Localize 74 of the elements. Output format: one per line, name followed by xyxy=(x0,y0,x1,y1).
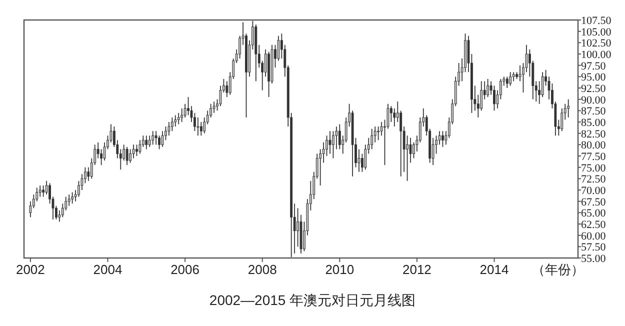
candlestick xyxy=(129,148,132,164)
candlestick xyxy=(332,130,334,159)
y-tick-label: 100.00 xyxy=(581,49,612,61)
x-tick-label: 2006 xyxy=(170,262,200,277)
x-tick-label: 2012 xyxy=(402,262,432,277)
y-tick-label: 102.50 xyxy=(581,38,612,50)
candlestick xyxy=(509,72,512,86)
x-tick-label: 2002 xyxy=(16,262,45,277)
y-tick-label: 60.00 xyxy=(581,230,606,242)
candlestick xyxy=(126,146,128,166)
candlestick xyxy=(152,130,154,146)
y-tick-label: 107.50 xyxy=(581,15,612,27)
candlestick xyxy=(512,72,515,82)
candlestick xyxy=(170,117,174,132)
candlestick xyxy=(338,124,341,150)
candlestick xyxy=(377,126,380,141)
y-tick-label: 77.50 xyxy=(581,151,606,163)
y-tick-label: 75.00 xyxy=(581,162,606,174)
y-tick-label: 55.00 xyxy=(581,253,606,265)
y-tick-label: 57.50 xyxy=(581,242,606,254)
candlestick xyxy=(358,148,360,172)
text: 2002—2015 年澳元对日元月线图 xyxy=(209,292,416,308)
candlestick xyxy=(486,78,490,98)
y-tick-label: 87.50 xyxy=(581,106,606,118)
candlestick xyxy=(328,130,332,154)
candlestick xyxy=(567,98,570,118)
candlestick xyxy=(87,166,90,182)
y-tick-label: 82.50 xyxy=(581,128,606,140)
y-tick-label: 95.00 xyxy=(581,72,606,84)
candlestick xyxy=(212,101,216,114)
y-tick-label: 62.50 xyxy=(581,219,606,231)
y-tick-label: 90.00 xyxy=(581,94,606,106)
y-tick-label: 65.00 xyxy=(581,208,606,220)
y-tick-label: 97.50 xyxy=(581,60,606,72)
x-tick-label: 2008 xyxy=(248,262,277,277)
candlestick xyxy=(360,153,364,172)
candlestick xyxy=(560,108,564,132)
candlestick xyxy=(393,108,396,127)
candlestick xyxy=(42,185,45,198)
candlestick xyxy=(296,208,299,248)
y-tick-label: 80.00 xyxy=(581,140,606,152)
candlestick xyxy=(148,135,151,148)
y-tick-label: 92.50 xyxy=(581,83,606,95)
x-tick-label: 2010 xyxy=(325,262,354,277)
candlestick xyxy=(68,194,70,206)
candlestick xyxy=(370,128,374,150)
candlestick xyxy=(226,80,228,98)
candlestick xyxy=(161,130,164,148)
candlestick xyxy=(168,122,170,136)
candlestick xyxy=(174,114,177,127)
candlestick xyxy=(196,117,200,136)
x-tick-label: 2014 xyxy=(480,262,509,277)
candlestick xyxy=(136,144,138,156)
candlestick xyxy=(132,144,135,159)
candlestick xyxy=(138,140,142,154)
candlestick xyxy=(506,76,508,88)
y-tick-label: 67.50 xyxy=(581,196,606,208)
candlestick xyxy=(145,135,148,150)
candlestick xyxy=(158,135,160,150)
candlestick xyxy=(154,130,158,146)
candlestick xyxy=(200,122,202,136)
candlestick xyxy=(38,185,42,198)
candlestick xyxy=(177,112,180,125)
x-axis-title: （年份） xyxy=(532,262,584,277)
x-tick-label: 2004 xyxy=(93,262,122,277)
candlestick xyxy=(493,85,496,112)
candlestick xyxy=(180,108,184,122)
y-tick-label: 70.00 xyxy=(581,185,606,197)
y-tick-label: 85.00 xyxy=(581,117,606,129)
candlestick xyxy=(71,192,74,204)
candlestick xyxy=(538,80,541,104)
y-tick-label: 72.50 xyxy=(581,174,606,186)
y-tick-label: 105.00 xyxy=(581,26,612,38)
candlestick xyxy=(442,130,444,148)
